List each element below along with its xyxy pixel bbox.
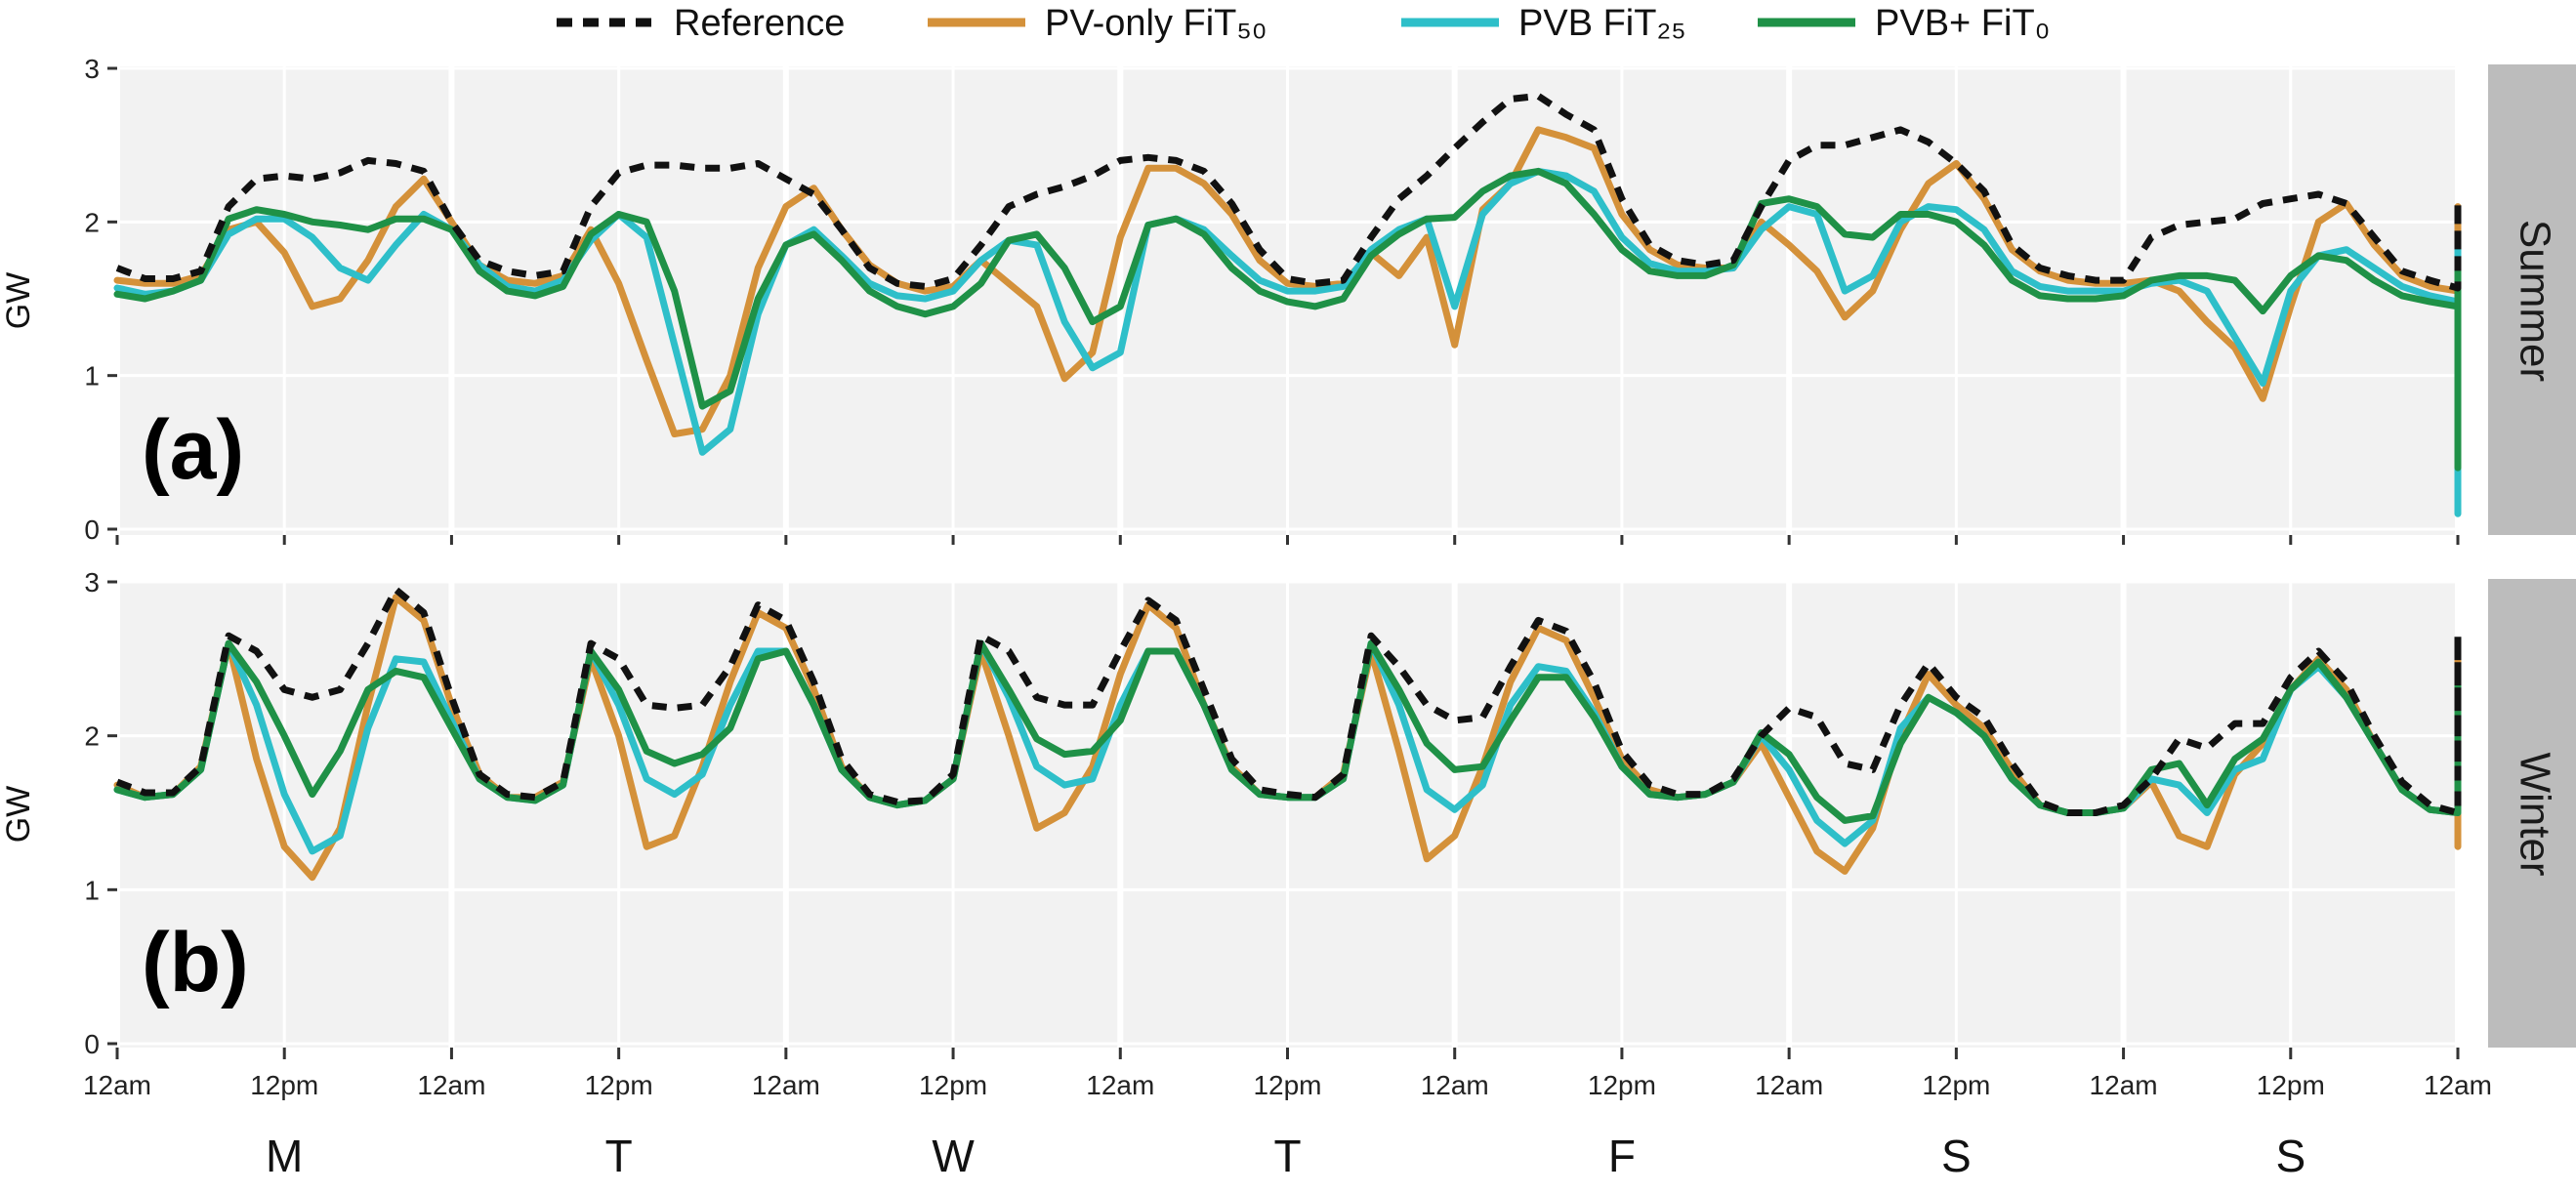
- x-axis: 12am 12pm 12am 12pm 12am 12pm 12am 12pm 12am 12pm…: [83, 535, 2492, 1181]
- x-tick-label: 12am: [2424, 1070, 2492, 1100]
- x-tick-label: 12pm: [250, 1070, 318, 1100]
- facet-strip: [2488, 64, 2576, 535]
- y-tick-label: 0: [84, 515, 100, 545]
- panel-tag: (b): [142, 916, 249, 1009]
- panel-tag: (a): [142, 403, 244, 497]
- y-tick-label: 1: [84, 361, 100, 391]
- y-axis-title: GW: [0, 272, 37, 330]
- y-tick-label: 3: [84, 54, 100, 84]
- x-tick-label: 12pm: [1588, 1070, 1656, 1100]
- day-label: W: [932, 1131, 975, 1181]
- day-label: S: [2275, 1131, 2306, 1181]
- y-tick-label: 2: [84, 207, 100, 237]
- y-tick-label: 3: [84, 567, 100, 597]
- x-tick-label: 12pm: [1922, 1070, 1990, 1100]
- facet-strip: [2488, 579, 2576, 1048]
- legend-item: PVB FiT₂₅: [1401, 3, 1686, 44]
- x-tick-label: 12am: [1421, 1070, 1489, 1100]
- series-line-reference: [115, 92, 2462, 292]
- panel-summer: 0 1 2 3 GW (a) Summer: [0, 54, 2576, 545]
- legend-item: PVB+ FiT₀: [1758, 3, 2050, 44]
- facet-strip-label: Winter: [2511, 752, 2558, 876]
- x-tick-label: 12am: [1086, 1070, 1154, 1100]
- y-tick-label: 0: [84, 1029, 100, 1059]
- legend-item: Reference: [557, 3, 845, 44]
- legend: Reference PV-only FiT₅₀ PVB FiT₂₅ PVB+ FiT₀: [557, 3, 2050, 44]
- x-tick-label: 12am: [1755, 1070, 1823, 1100]
- legend-label: PVB+ FiT₀: [1875, 3, 2050, 44]
- day-label: S: [1941, 1131, 1972, 1181]
- y-tick-label: 1: [84, 875, 100, 905]
- x-tick-label: 12am: [752, 1070, 820, 1100]
- series-line-pvb-fit-: [113, 167, 2462, 472]
- x-tick-label: 12pm: [1253, 1070, 1321, 1100]
- series-line-reference: [115, 586, 2462, 816]
- panel-winter: 0 1 2 3 GW (b) Winter: [0, 567, 2576, 1059]
- panels: 0 1 2 3 GW (a) Summer 0 1 2 3 GW (b) Winter: [0, 54, 2576, 1059]
- x-tick-label: 12am: [2090, 1070, 2158, 1100]
- day-label: T: [605, 1131, 633, 1181]
- legend-label: PV-only FiT₅₀: [1045, 3, 1267, 44]
- x-tick-label: 12pm: [585, 1070, 653, 1100]
- x-tick-label: 12pm: [2257, 1070, 2325, 1100]
- y-axis-title: GW: [0, 786, 37, 844]
- day-label: M: [266, 1131, 303, 1181]
- x-tick-label: 12am: [417, 1070, 485, 1100]
- legend-item: PV-only FiT₅₀: [928, 3, 1267, 44]
- x-tick-label: 12am: [83, 1070, 151, 1100]
- day-label: F: [1608, 1131, 1636, 1181]
- facet-strip-label: Summer: [2511, 220, 2558, 382]
- y-tick-label: 2: [84, 721, 100, 752]
- x-tick-label: 12pm: [919, 1070, 987, 1100]
- day-label: T: [1273, 1131, 1301, 1181]
- legend-label: PVB FiT₂₅: [1518, 3, 1686, 44]
- legend-label: Reference: [674, 3, 845, 44]
